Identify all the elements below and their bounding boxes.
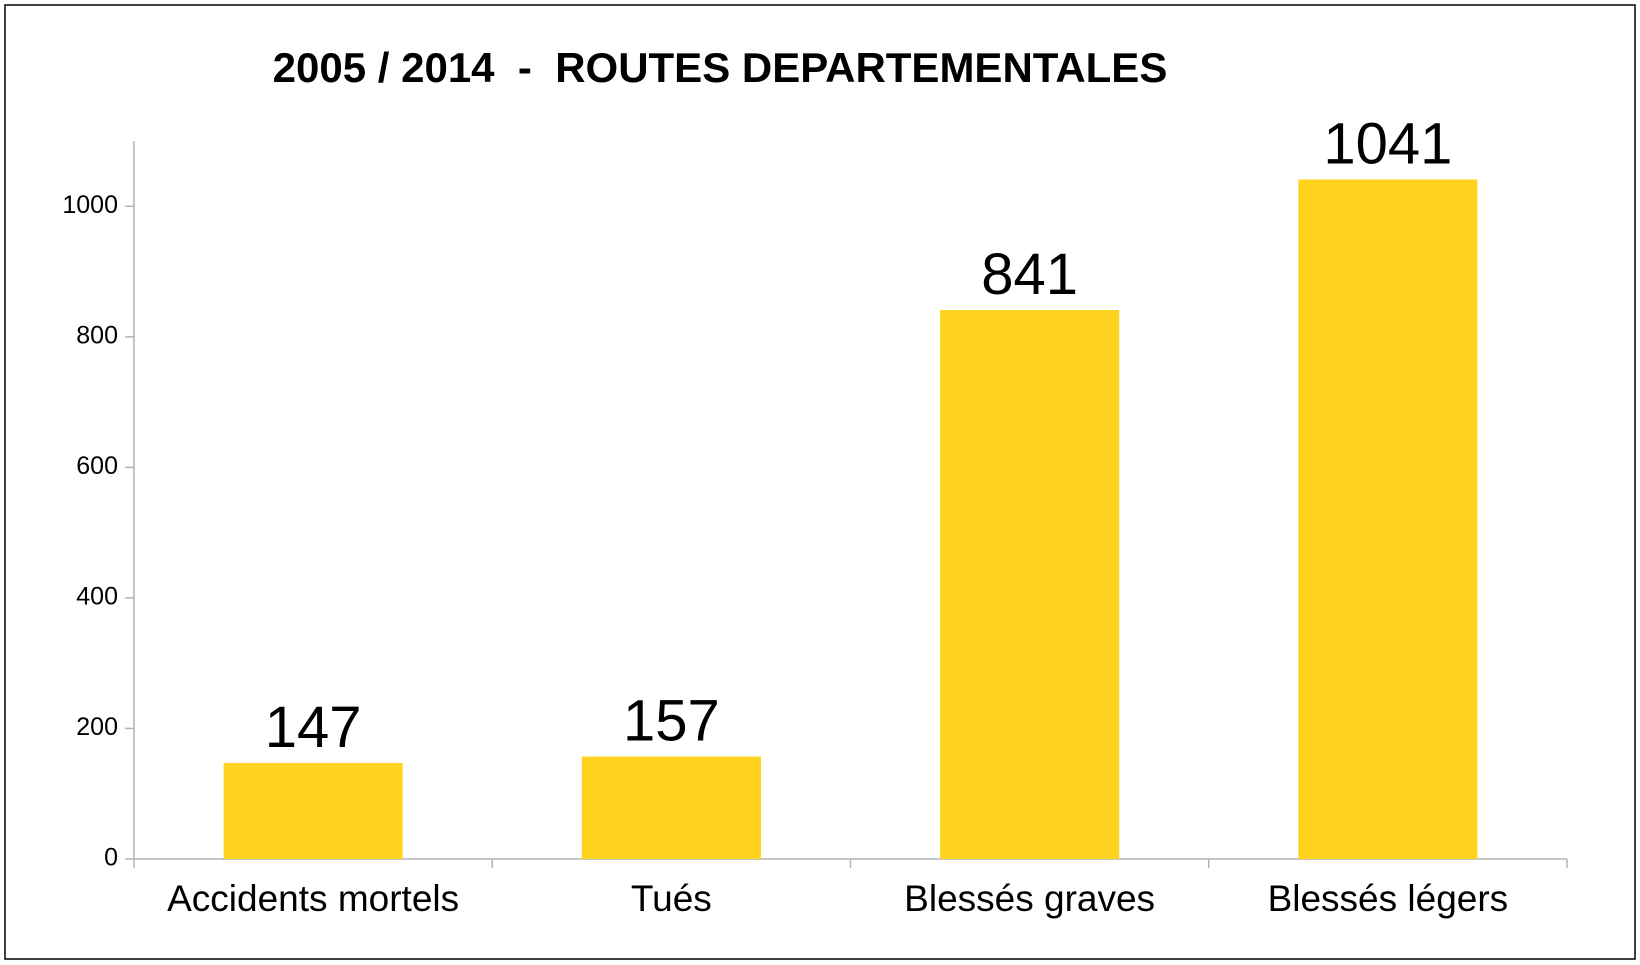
bar bbox=[1298, 179, 1478, 859]
x-tick-label: Blessés légers bbox=[1268, 878, 1509, 919]
y-tick-label: 800 bbox=[76, 321, 118, 349]
bar bbox=[223, 763, 403, 859]
y-tick-label: 1000 bbox=[62, 191, 118, 219]
data-label: 147 bbox=[265, 695, 362, 760]
bar bbox=[940, 310, 1120, 859]
y-tick-label: 400 bbox=[76, 583, 118, 611]
x-tick-label: Blessés graves bbox=[904, 878, 1155, 919]
bar bbox=[581, 756, 761, 859]
data-label: 1041 bbox=[1323, 112, 1452, 177]
y-tick-label: 600 bbox=[76, 452, 118, 480]
data-label: 157 bbox=[623, 689, 720, 754]
chart-title: 2005 / 2014 - ROUTES DEPARTEMENTALES bbox=[273, 44, 1168, 91]
data-label: 841 bbox=[981, 242, 1078, 307]
y-tick-label: 200 bbox=[76, 713, 118, 741]
x-tick-label: Accidents mortels bbox=[167, 878, 459, 919]
y-tick-label: 0 bbox=[104, 844, 118, 872]
x-tick-label: Tués bbox=[631, 878, 712, 919]
